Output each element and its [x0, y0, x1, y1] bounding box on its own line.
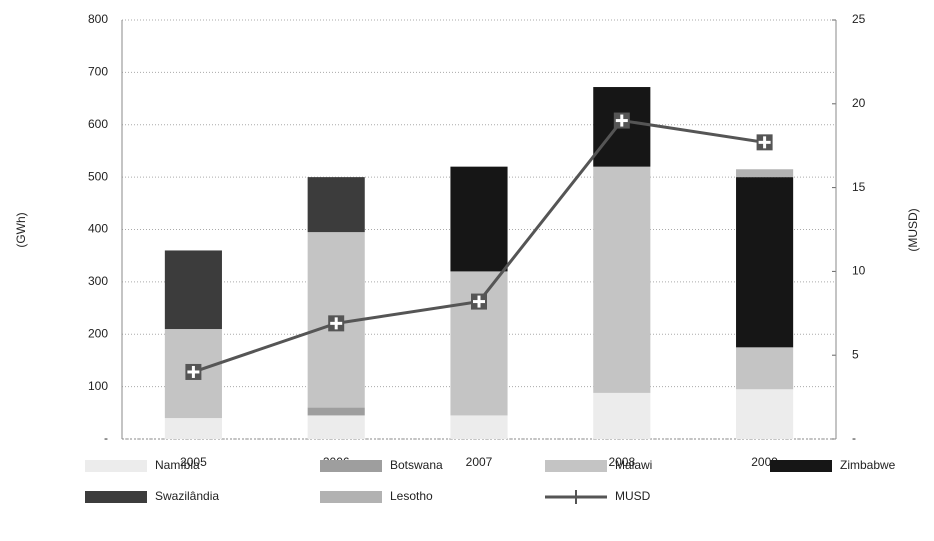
legend-label: Malawi	[615, 458, 652, 472]
legend-swatch	[320, 460, 382, 472]
line-marker	[613, 112, 630, 129]
bar-segment	[450, 166, 508, 272]
line-marker	[328, 315, 345, 332]
x-tick-label: 2005	[180, 455, 207, 469]
bar-segment	[736, 389, 794, 439]
y-tick-label: 800	[88, 12, 108, 26]
legend-swatch	[85, 491, 147, 503]
y-tick-label: 600	[88, 117, 108, 131]
line-marker	[756, 134, 773, 151]
bar-segment	[736, 177, 794, 348]
y2-tick-label: 10	[852, 264, 866, 278]
legend-label: Lesotho	[390, 489, 433, 503]
y-tick-label: 200	[88, 326, 108, 340]
legend-swatch	[545, 460, 607, 472]
legend-label: Zimbabwe	[840, 458, 896, 472]
bar-segment	[164, 418, 222, 439]
bar-segment	[593, 166, 651, 393]
bar-segment	[450, 271, 508, 416]
bar-segment	[307, 415, 365, 439]
x-tick-label: 2007	[466, 455, 493, 469]
y-tick-label: 500	[88, 169, 108, 183]
bar-segment	[307, 177, 365, 233]
line-marker	[471, 293, 487, 310]
y-tick-label: 300	[88, 274, 108, 288]
bar-segment	[164, 250, 222, 330]
y2-tick-label: 25	[852, 12, 866, 26]
legend-label: Botswana	[390, 458, 443, 472]
legend-label: Namíbia	[155, 458, 200, 472]
y2-tick-label: 5	[852, 347, 859, 361]
legend-swatch	[85, 460, 147, 472]
bar-segment	[736, 169, 794, 178]
bar-segment	[736, 347, 794, 390]
y2-axis-label: (MUSD)	[906, 208, 920, 251]
y-axis-label: (GWh)	[14, 212, 28, 247]
y-tick-label: -	[104, 431, 108, 445]
legend-swatch	[320, 491, 382, 503]
legend-label: Swazilândia	[155, 489, 219, 503]
y2-tick-label: -	[852, 431, 856, 445]
bar-segment	[593, 392, 651, 439]
line-marker	[185, 363, 202, 380]
bar-segment	[307, 407, 365, 416]
legend-swatch	[770, 460, 832, 472]
x-tick-label: 2008	[608, 455, 635, 469]
y2-tick-label: 15	[852, 180, 866, 194]
y-tick-label: 400	[88, 222, 108, 236]
legend-label: MUSD	[615, 489, 651, 503]
y2-tick-label: 20	[852, 96, 866, 110]
y-tick-label: 100	[88, 379, 108, 393]
y-tick-label: 700	[88, 65, 108, 79]
bar-segment	[450, 415, 508, 439]
